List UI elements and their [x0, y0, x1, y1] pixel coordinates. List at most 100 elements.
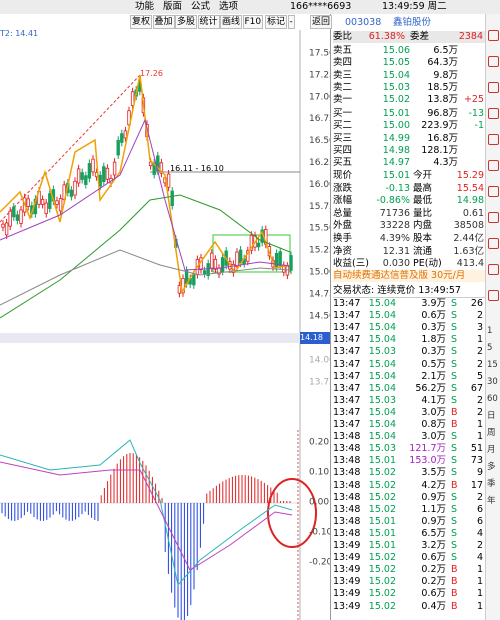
stat-value: -0.86% — [376, 195, 410, 206]
stat-label: 收益(三) — [333, 258, 369, 269]
candle-body — [213, 258, 218, 270]
book-label: 买三 — [333, 132, 353, 144]
stat-label: 今开 — [413, 170, 433, 181]
trade-time: 13:47 — [333, 406, 361, 418]
candle-body — [192, 274, 196, 286]
trade-side: S — [451, 322, 458, 334]
trade-price: 15.04 — [368, 310, 396, 322]
candle-body — [210, 252, 214, 269]
toolbar-button[interactable]: F10 — [242, 15, 264, 29]
toolbar-button[interactable]: - — [287, 15, 295, 29]
candle-body — [123, 130, 128, 139]
book-volume: 64.3万 — [427, 57, 458, 69]
candle-body — [289, 255, 293, 271]
stat-value: 4.39% — [379, 233, 410, 244]
trade-time: 13:48 — [333, 431, 361, 443]
candle-body — [87, 163, 92, 179]
toolbar-button[interactable]: 叠加 — [152, 15, 175, 29]
trade-side: B — [451, 564, 458, 576]
candle-body — [102, 166, 106, 183]
trade-volume: 0.4万 — [421, 600, 446, 612]
period-tab[interactable]: 年 — [487, 496, 496, 506]
period-tab[interactable]: 多 — [487, 462, 496, 472]
trade-count: 4 — [476, 552, 483, 564]
trade-volume: 1.1万 — [421, 503, 446, 515]
stat-label: 涨幅 — [333, 195, 353, 206]
price-tick: 17.25 — [309, 70, 330, 80]
strip-icon — [488, 134, 499, 145]
period-tab[interactable]: 月 — [487, 445, 496, 455]
toolbar-button[interactable]: 复权 — [130, 15, 153, 29]
trade-count: 67 — [470, 382, 483, 394]
trade-volume: 56.2万 — [415, 382, 446, 394]
stat-value: 1.63亿 — [453, 245, 484, 257]
candle-body — [170, 190, 174, 206]
trade-count: 73 — [470, 455, 483, 467]
toolbar-button[interactable]: 统计 — [197, 15, 220, 29]
book-label: 卖一 — [333, 94, 353, 106]
strip-icon — [488, 212, 499, 223]
trade-price: 15.01 — [368, 515, 396, 527]
stat-label: 净资 — [333, 245, 353, 257]
trade-volume: 0.2万 — [421, 564, 446, 576]
period-tab[interactable]: 5 — [487, 343, 493, 353]
trade-price: 15.03 — [368, 443, 396, 455]
period-tab[interactable]: 日 — [487, 411, 496, 421]
book-volume: 6.5万 — [433, 45, 458, 56]
trade-side: S — [451, 382, 458, 394]
clock: 13:49:59 周二 — [382, 1, 447, 12]
period-tab[interactable]: 周 — [487, 428, 496, 438]
book-label: 卖三 — [333, 69, 353, 81]
period-tab[interactable]: 60 — [487, 394, 498, 404]
trade-price: 15.02 — [368, 552, 396, 564]
macd-tick: -0.10 — [309, 528, 330, 538]
trade-time: 13:48 — [333, 455, 361, 467]
trade-time: 13:47 — [333, 334, 361, 346]
trade-price: 15.04 — [368, 322, 396, 334]
trade-price: 15.02 — [368, 479, 396, 491]
trade-price: 15.04 — [368, 358, 396, 370]
toolbar-button[interactable]: 标记 — [265, 15, 288, 29]
book-price: 15.03 — [382, 81, 410, 93]
trade-side: S — [451, 310, 458, 322]
trade-count: 1 — [476, 576, 483, 588]
trade-volume: 0.6万 — [421, 552, 446, 564]
dea-line — [0, 461, 293, 571]
stat-value: 0.030 — [382, 258, 410, 269]
trade-price: 15.01 — [368, 527, 396, 539]
trade-time: 13:48 — [333, 503, 361, 515]
value: 2384 — [458, 31, 483, 42]
candle-body — [44, 202, 48, 214]
period-tab[interactable]: 30 — [487, 377, 498, 387]
trade-side: S — [451, 431, 458, 443]
promo: 自动续费通达信普及版 30元/月 — [333, 270, 485, 282]
trade-time: 13:47 — [333, 358, 361, 370]
stat-value: 12.31 — [382, 245, 410, 257]
stat-label: 涨跌 — [333, 182, 353, 194]
trade-price: 15.01 — [368, 455, 396, 467]
menu-item: 选项 — [219, 1, 239, 12]
trade-time: 13:47 — [333, 394, 361, 406]
toolbar-button[interactable]: 多股 — [175, 15, 198, 29]
period-tab[interactable]: 1 — [487, 326, 493, 336]
book-volume: 13.8万 — [427, 94, 458, 106]
trade-price: 15.04 — [368, 419, 396, 430]
candle-body — [148, 161, 153, 167]
candle-body — [166, 173, 171, 188]
toolbar-button[interactable]: 画线 — [220, 15, 243, 29]
price-tick: 15.50 — [309, 224, 330, 234]
period-tab[interactable]: 季 — [487, 479, 496, 489]
book-price: 15.02 — [382, 94, 410, 106]
trade-time: 13:48 — [333, 527, 361, 539]
period-tab[interactable]: 15 — [487, 360, 498, 370]
stat-label: 外盘 — [333, 220, 353, 231]
trade-volume: 0.6万 — [421, 588, 446, 600]
toolbar-button[interactable]: 返回 — [310, 15, 333, 29]
candle-body — [256, 242, 261, 248]
stat-value: 14.98 — [456, 195, 484, 206]
trade-volume: 0.9万 — [421, 515, 446, 527]
trade-count: 4 — [476, 527, 483, 539]
trade-side: B — [451, 406, 458, 418]
book-price: 15.04 — [382, 69, 410, 81]
strip-icon — [488, 290, 499, 301]
